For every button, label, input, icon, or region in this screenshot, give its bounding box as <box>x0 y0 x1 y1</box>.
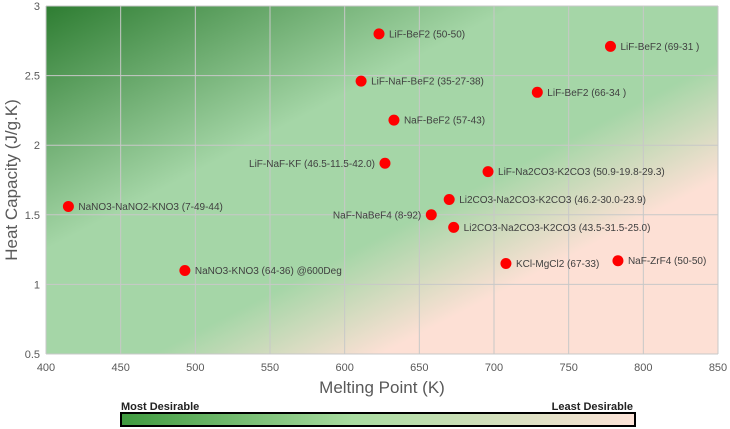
x-tick-label: 850 <box>709 362 727 374</box>
data-point-label: LiF-BeF2 (66-34 ) <box>547 88 626 99</box>
x-tick-label: 600 <box>335 362 353 374</box>
data-point-label: Li2CO3-Na2CO3-K2CO3 (46.2-30.0-23.9) <box>459 195 646 206</box>
y-tick-label: 2.5 <box>25 71 40 83</box>
data-point-label: LiF-NaF-BeF2 (35-27-38) <box>371 77 484 88</box>
data-point-label: LiF-NaF-KF (46.5-11.5-42.0) <box>249 159 375 170</box>
data-point <box>425 209 437 221</box>
data-point <box>373 28 385 40</box>
desirability-legend-bar <box>120 412 636 427</box>
y-axis-title: Heat Capacity (J/g.K) <box>2 99 21 261</box>
data-point <box>448 221 460 233</box>
data-point-label: NaF-NaBeF4 (8-92) <box>333 210 421 221</box>
y-tick-label: 1 <box>34 279 40 291</box>
y-tick-label: 1.5 <box>25 210 40 222</box>
data-point <box>62 200 74 212</box>
x-tick-label: 650 <box>410 362 428 374</box>
data-point <box>388 114 400 126</box>
x-tick-label: 450 <box>111 362 129 374</box>
x-axis-title: Melting Point (K) <box>319 378 445 397</box>
y-tick-labels: 0.5 1 1.5 2 2.5 3 <box>25 1 40 361</box>
data-point-label: KCl-MgCl2 (67-33) <box>516 259 599 270</box>
legend-least-desirable: Least Desirable <box>552 401 633 413</box>
data-point <box>500 258 512 270</box>
data-point-label: LiF-BeF2 (69-31 ) <box>620 42 699 53</box>
data-point <box>179 264 191 276</box>
data-point <box>379 157 391 169</box>
x-tick-label: 800 <box>634 362 652 374</box>
y-tick-label: 2 <box>34 140 40 152</box>
data-point-label: NaF-BeF2 (57-43) <box>404 116 485 127</box>
data-point-label: NaNO3-NaNO2-KNO3 (7-49-44) <box>78 202 223 213</box>
data-point <box>531 86 543 98</box>
x-tick-label: 700 <box>485 362 503 374</box>
data-point <box>482 166 494 178</box>
x-tick-label: 550 <box>261 362 279 374</box>
data-point-label: LiF-BeF2 (50-50) <box>389 29 465 40</box>
data-point <box>355 75 367 87</box>
data-point-label: Li2CO3-Na2CO3-K2CO3 (43.5-31.5-25.0) <box>464 223 651 234</box>
data-point-label: LiF-Na2CO3-K2CO3 (50.9-19.8-29.3) <box>498 167 665 178</box>
legend-most-desirable: Most Desirable <box>121 401 199 413</box>
point-labels: LiF-BeF2 (50-50) LiF-BeF2 (69-31 ) LiF-NaF… <box>78 29 706 277</box>
y-tick-label: 3 <box>34 1 40 13</box>
data-point <box>604 40 616 52</box>
data-point <box>443 193 455 205</box>
data-point <box>612 255 624 267</box>
data-points <box>62 28 624 276</box>
plot-area <box>46 6 718 354</box>
y-tick-label: 0.5 <box>25 349 40 361</box>
data-point-label: NaNO3-KNO3 (64-36) @600Deg <box>195 266 342 277</box>
x-tick-label: 750 <box>559 362 577 374</box>
x-tick-label: 400 <box>37 362 55 374</box>
x-tick-label: 500 <box>186 362 204 374</box>
data-point-label: NaF-ZrF4 (50-50) <box>628 256 706 267</box>
x-tick-labels: 400 450 500 550 600 650 700 750 800 850 <box>37 362 727 374</box>
gridlines <box>45 5 719 355</box>
